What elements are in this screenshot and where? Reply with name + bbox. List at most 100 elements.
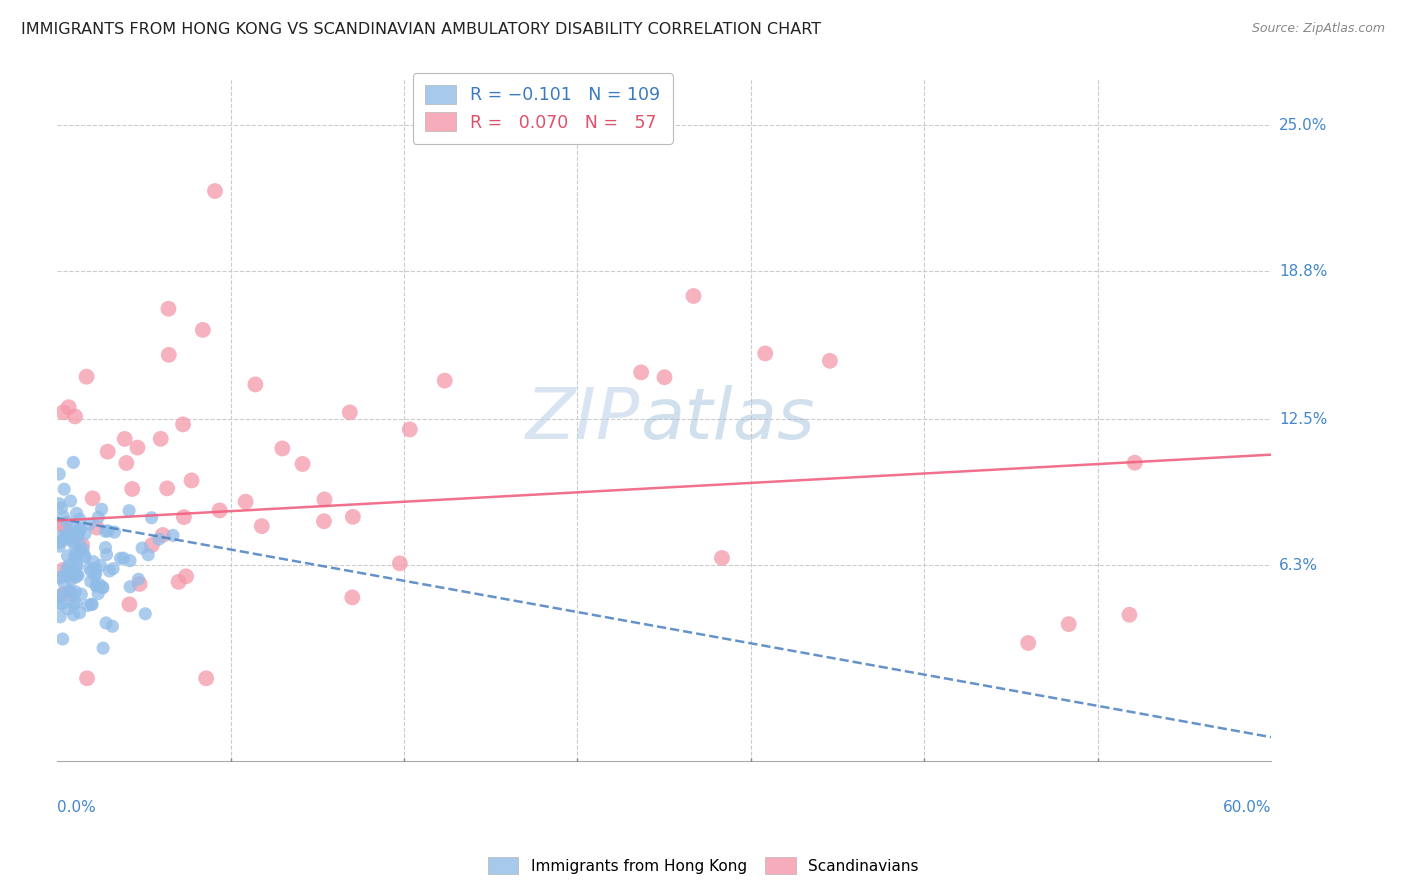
Point <box>398 422 420 436</box>
Point <box>134 607 156 621</box>
Point <box>250 519 273 533</box>
Point <box>127 572 149 586</box>
Point <box>65 506 87 520</box>
Point <box>60 533 83 548</box>
Point <box>180 474 202 488</box>
Point <box>48 539 70 553</box>
Point <box>82 555 104 569</box>
Text: 18.8%: 18.8% <box>1279 263 1327 278</box>
Point <box>114 432 136 446</box>
Point <box>818 354 841 368</box>
Point <box>76 369 98 384</box>
Point <box>69 522 91 536</box>
Text: 25.0%: 25.0% <box>1279 118 1327 133</box>
Point <box>69 606 91 620</box>
Point <box>53 482 76 496</box>
Point <box>73 550 96 565</box>
Legend: Immigrants from Hong Kong, Scandinavians: Immigrants from Hong Kong, Scandinavians <box>482 851 924 880</box>
Point <box>1118 607 1140 622</box>
Point <box>84 566 107 581</box>
Point <box>174 569 197 583</box>
Point <box>69 512 91 526</box>
Point <box>131 541 153 555</box>
Point <box>86 520 108 534</box>
Point <box>94 524 117 539</box>
Point <box>51 597 73 611</box>
Text: 12.5%: 12.5% <box>1279 412 1327 427</box>
Point <box>208 503 231 517</box>
Point <box>97 524 120 538</box>
Point <box>127 441 149 455</box>
Point <box>66 543 89 558</box>
Point <box>66 559 89 574</box>
Point <box>80 574 103 589</box>
Point <box>118 504 141 518</box>
Point <box>65 558 87 573</box>
Point <box>120 580 142 594</box>
Point <box>73 526 96 541</box>
Point <box>141 510 163 524</box>
Point <box>80 564 103 578</box>
Point <box>60 588 83 602</box>
Text: atlas: atlas <box>640 384 814 454</box>
Point <box>271 442 294 456</box>
Text: ZIP: ZIP <box>526 384 640 454</box>
Point <box>53 520 76 534</box>
Point <box>91 580 114 594</box>
Point <box>65 570 87 584</box>
Point <box>60 573 83 587</box>
Point <box>72 542 94 557</box>
Point <box>48 535 70 549</box>
Point <box>51 501 73 516</box>
Point <box>710 551 733 566</box>
Point <box>63 409 86 424</box>
Point <box>56 549 79 563</box>
Point <box>96 548 118 562</box>
Point <box>101 562 124 576</box>
Point <box>110 551 132 566</box>
Point <box>128 577 150 591</box>
Point <box>63 555 86 569</box>
Text: IMMIGRANTS FROM HONG KONG VS SCANDINAVIAN AMBULATORY DISABILITY CORRELATION CHAR: IMMIGRANTS FROM HONG KONG VS SCANDINAVIA… <box>21 22 821 37</box>
Point <box>148 532 170 546</box>
Point <box>87 586 110 600</box>
Point <box>76 671 98 685</box>
Point <box>63 541 86 555</box>
Point <box>433 374 456 388</box>
Point <box>79 561 101 575</box>
Point <box>314 492 336 507</box>
Point <box>191 323 214 337</box>
Text: Source: ZipAtlas.com: Source: ZipAtlas.com <box>1251 22 1385 36</box>
Point <box>48 571 70 585</box>
Point <box>754 346 776 360</box>
Point <box>58 531 80 545</box>
Point <box>94 615 117 630</box>
Text: 0.0%: 0.0% <box>58 799 96 814</box>
Point <box>53 533 76 547</box>
Point <box>55 562 77 576</box>
Point <box>86 579 108 593</box>
Point <box>65 584 87 599</box>
Point <box>63 549 86 564</box>
Point <box>162 528 184 542</box>
Point <box>56 515 79 529</box>
Point <box>342 509 364 524</box>
Point <box>49 609 72 624</box>
Point <box>65 548 87 562</box>
Point <box>62 607 84 622</box>
Point <box>235 494 257 508</box>
Point <box>48 535 70 549</box>
Point <box>157 301 180 316</box>
Point <box>83 568 105 582</box>
Point <box>58 558 80 573</box>
Point <box>67 568 90 582</box>
Point <box>76 599 98 613</box>
Point <box>149 432 172 446</box>
Point <box>58 401 80 415</box>
Point <box>65 596 87 610</box>
Point <box>52 405 75 419</box>
Point <box>53 577 76 591</box>
Point <box>58 531 80 545</box>
Point <box>98 564 121 578</box>
Point <box>51 529 73 543</box>
